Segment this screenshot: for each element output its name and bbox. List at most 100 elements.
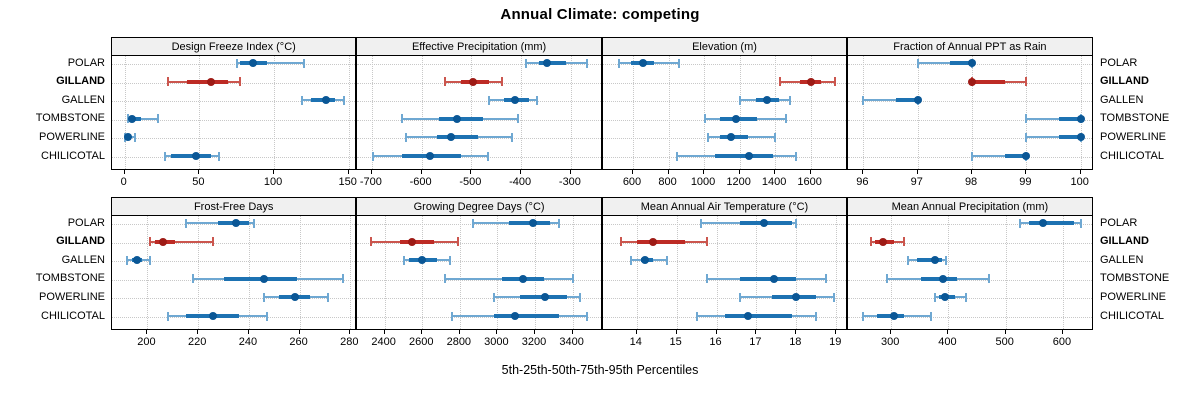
whisker-cap-low <box>739 292 742 302</box>
row-gridline <box>848 317 1092 318</box>
whisker-cap-low <box>705 274 708 284</box>
iqr-band-chilicotal <box>170 154 212 158</box>
gridline-fraction-of-annual-ppt-as-rain <box>1080 56 1082 169</box>
median-dot-polar <box>968 59 977 67</box>
row-label-left-chilicotal: CHILICOTAL <box>41 149 105 162</box>
gridline-design-freeze-index-c <box>124 56 126 169</box>
axis-tick-label-effective-precipitation-mm: -700 <box>359 176 382 188</box>
whisker-cap-low <box>706 132 709 142</box>
strip-design-freeze-index-c: Design Freeze Index (°C) <box>111 37 357 55</box>
whisker-cap-low <box>444 77 446 87</box>
axis-tick-effective-precipitation-mm <box>470 170 472 174</box>
axis-tick-label-frost-free-days: 260 <box>289 336 308 348</box>
gridline-mean-annual-air-temperature-c <box>676 216 678 329</box>
whisker-cap-high <box>517 114 520 124</box>
axis-tick-label-elevation-m: 600 <box>622 176 642 188</box>
whisker-polar <box>236 62 304 64</box>
whisker-cap-low <box>916 58 919 68</box>
gridline-frost-free-days <box>248 216 250 329</box>
row-label-left-powerline: POWERLINE <box>38 290 105 303</box>
axis-tick-frost-free-days <box>298 330 300 334</box>
gridline-frost-free-days <box>198 216 200 329</box>
row-gridline <box>602 224 847 225</box>
whisker-cap-high <box>825 274 828 284</box>
row-label-left-tombstone: TOMBSTONE <box>35 112 105 125</box>
whisker-gallen <box>863 99 918 102</box>
axis-tick-mean-annual-air-temperature-c <box>795 330 797 334</box>
row-label-left-polar: POLAR <box>67 56 105 69</box>
axis-tick-label-elevation-m: 800 <box>658 176 677 188</box>
whisker-cap-high <box>134 132 137 142</box>
row-gridline <box>357 242 601 244</box>
gridline-growing-degree-days-c <box>572 216 574 329</box>
whisker-cap-high <box>833 77 836 87</box>
whisker-cap-low <box>933 292 936 302</box>
axis-tick-label-growing-degree-days-c: 2800 <box>446 336 472 348</box>
median-dot-chilicotal <box>745 152 754 160</box>
axis-tick-fraction-of-annual-ppt-as-rain <box>1079 170 1081 174</box>
iqr-band-polar <box>538 61 566 65</box>
whisker-cap-high <box>965 292 968 302</box>
axis-tick-label-fraction-of-annual-ppt-as-rain: 97 <box>910 176 923 188</box>
median-dot-gilland <box>407 237 416 246</box>
gridline-elevation-m <box>668 56 670 169</box>
strip-elevation-m: Elevation (m) <box>601 37 848 55</box>
row-gridline <box>357 138 601 140</box>
median-dot-chilicotal <box>890 312 899 320</box>
strip-growing-degree-days-c: Growing Degree Days (°C) <box>356 197 602 215</box>
axis-tick-mean-annual-air-temperature-c <box>675 330 677 334</box>
row-gridline <box>848 224 1092 225</box>
gridline-elevation-m <box>810 56 812 169</box>
row-gridline <box>848 298 1092 300</box>
whisker-powerline <box>1026 136 1081 139</box>
whisker-cap-high <box>343 95 346 105</box>
axis-tick-label-effective-precipitation-mm: -500 <box>459 176 482 188</box>
iqr-band-chilicotal <box>724 314 793 318</box>
whisker-cap-high <box>833 292 836 302</box>
iqr-band-polar <box>1028 221 1075 225</box>
row-gridline <box>848 119 1092 121</box>
row-gridline <box>357 279 601 281</box>
whisker-cap-high <box>265 311 268 321</box>
axis-tick-frost-free-days <box>247 330 249 334</box>
gridline-design-freeze-index-c <box>274 56 276 169</box>
axis-tick-growing-degree-days-c <box>458 330 460 334</box>
whisker-cap-high <box>774 132 777 142</box>
whisker-tombstone <box>1026 117 1081 120</box>
whisker-cap-high <box>1025 77 1028 87</box>
row-label-left-gallen: GALLEN <box>61 253 105 266</box>
median-dot-polar <box>638 59 647 67</box>
axis-tick-label-elevation-m: 1400 <box>761 176 787 188</box>
whisker-cap-low <box>405 132 408 142</box>
panel-growing-degree-days-c <box>356 215 602 330</box>
gridline-effective-precipitation-mm <box>521 56 523 169</box>
axis-tick-label-mean-annual-air-temperature-c: 19 <box>829 336 842 348</box>
gridline-mean-annual-air-temperature-c <box>796 216 798 329</box>
strip-mean-annual-air-temperature-c: Mean Annual Air Temperature (°C) <box>601 197 848 215</box>
row-gridline <box>112 298 356 300</box>
axis-tick-label-effective-precipitation-mm: -300 <box>558 176 581 188</box>
gridline-mean-annual-air-temperature-c <box>836 216 838 329</box>
whisker-cap-low <box>779 77 782 87</box>
whisker-cap-high <box>558 218 561 228</box>
gridline-fraction-of-annual-ppt-as-rain <box>917 56 919 169</box>
row-label-right-gallen: GALLEN <box>1100 253 1144 266</box>
gridline-elevation-m <box>704 56 706 169</box>
whisker-cap-low <box>263 292 266 302</box>
iqr-band-gilland <box>399 239 434 244</box>
median-dot-powerline <box>446 133 455 142</box>
axis-tick-label-fraction-of-annual-ppt-as-rain: 100 <box>1070 176 1089 188</box>
panel-mean-annual-precipitation-mm <box>847 215 1093 330</box>
iqr-band-chilicotal <box>493 314 560 318</box>
axis-tick-label-growing-degree-days-c: 2400 <box>371 336 396 348</box>
whisker-cap-low <box>629 255 632 265</box>
median-dot-polar <box>543 59 552 67</box>
whisker-cap-low <box>870 237 873 247</box>
median-dot-powerline <box>940 293 949 302</box>
row-label-right-chilicotal: CHILICOTAL <box>1100 149 1164 162</box>
whisker-cap-low <box>525 58 528 68</box>
median-dot-tombstone <box>1076 114 1085 123</box>
axis-tick-growing-degree-days-c <box>383 330 385 334</box>
gridline-mean-annual-air-temperature-c <box>756 216 758 329</box>
median-dot-tombstone <box>938 274 947 283</box>
